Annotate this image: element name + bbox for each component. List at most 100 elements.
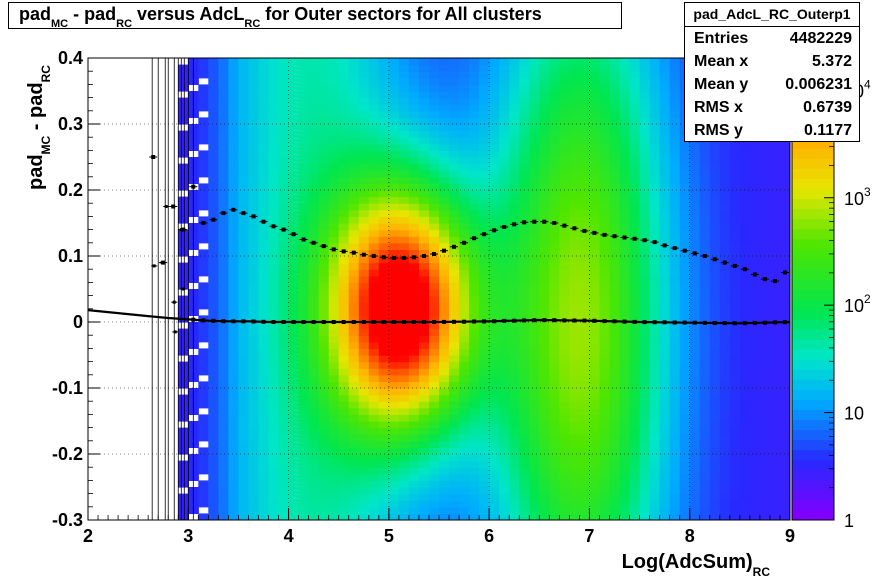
- heatmap-cell: [449, 302, 460, 310]
- heatmap-cell: [388, 71, 400, 79]
- heatmap-cell: [358, 170, 370, 178]
- heatmap-cell: [228, 104, 239, 112]
- heatmap-cell: [288, 440, 300, 448]
- heatmap-cell: [769, 242, 781, 250]
- heatmap-cell: [439, 341, 450, 349]
- heatmap-cell: [298, 394, 310, 402]
- heatmap-cell: [499, 414, 510, 422]
- heatmap-cell: [278, 58, 290, 66]
- heatmap-cell: [769, 394, 781, 402]
- heatmap-cell: [338, 242, 350, 250]
- heatmap-cell: [178, 143, 189, 151]
- heatmap-cell: [469, 117, 480, 125]
- heatmap-cell: [288, 308, 300, 316]
- heatmap-cell: [769, 157, 781, 165]
- heatmap-cell: [489, 249, 500, 257]
- heatmap-cell: [509, 203, 520, 211]
- heatmap-cell: [218, 454, 229, 462]
- heatmap-cell: [539, 361, 550, 369]
- heatmap-cell: [418, 269, 430, 277]
- heatmap-cell: [629, 110, 641, 118]
- mean-profile-point: [712, 321, 717, 325]
- heatmap-cell: [669, 269, 681, 277]
- heatmap-cell: [659, 500, 671, 508]
- heatmap-cell: [338, 110, 350, 118]
- heatmap-cell: [318, 341, 330, 349]
- heatmap-cell: [228, 137, 239, 145]
- heatmap-cell: [759, 190, 771, 198]
- heatmap-cell: [629, 440, 641, 448]
- heatmap-cell: [579, 97, 590, 105]
- heatmap-cell: [278, 322, 290, 330]
- heatmap-cell: [449, 117, 460, 125]
- heatmap-cell: [479, 421, 490, 429]
- heatmap-cell: [408, 427, 420, 435]
- heatmap-cell: [739, 328, 751, 336]
- heatmap-cell: [589, 368, 600, 376]
- heatmap-cell: [238, 150, 249, 158]
- heatmap-cell: [328, 117, 340, 125]
- heatmap-cell: [308, 84, 320, 92]
- heatmap-cell: [539, 183, 550, 191]
- heatmap-cell: [489, 163, 500, 171]
- chart-title: padMC - padRC versus AdcLRC for Outer se…: [19, 4, 542, 28]
- heatmap-cell: [579, 355, 590, 363]
- heatmap-cell: [699, 381, 711, 389]
- heatmap-cell: [439, 58, 450, 66]
- heatmap-cell: [639, 454, 651, 462]
- heatmap-cell: [459, 289, 470, 297]
- heatmap-cell: [539, 440, 550, 448]
- heatmap-cell: [549, 302, 560, 310]
- heatmap-cell: [539, 374, 550, 382]
- heatmap-cell: [479, 487, 490, 495]
- heatmap-cell: [278, 407, 290, 415]
- heatmap-cell: [318, 77, 330, 85]
- heatmap-cell: [619, 388, 631, 396]
- heatmap-cell: [248, 447, 260, 455]
- heatmap-cell: [388, 104, 400, 112]
- heatmap-cell: [509, 216, 520, 224]
- heatmap-cell: [589, 203, 600, 211]
- heatmap-cell: [238, 216, 249, 224]
- heatmap-cell: [459, 454, 470, 462]
- heatmap-cell: [248, 124, 260, 132]
- heatmap-cell: [408, 506, 420, 514]
- heatmap-cell: [429, 361, 440, 369]
- heatmap-cell: [298, 256, 310, 264]
- heatmap-cell: [408, 117, 420, 125]
- heatmap-cell: [749, 242, 761, 250]
- heatmap-cell: [318, 421, 330, 429]
- heatmap-cell: [519, 407, 530, 415]
- heatmap-cell: [699, 150, 711, 158]
- heatmap-cell: [579, 104, 590, 112]
- heatmap-cell: [639, 157, 651, 165]
- heatmap-cell: [348, 170, 360, 178]
- heatmap-cell: [780, 513, 790, 520]
- heatmap-cell: [298, 381, 310, 389]
- heatmap-cell: [248, 454, 260, 462]
- rms-profile-point: [732, 263, 737, 268]
- heatmap-cell: [278, 335, 290, 343]
- heatmap-cell: [268, 269, 280, 277]
- heatmap-cell: [669, 302, 681, 310]
- heatmap-cell: [569, 236, 580, 244]
- heatmap-cell: [278, 249, 290, 257]
- heatmap-cell: [549, 183, 560, 191]
- heatmap-cell: [769, 150, 781, 158]
- heatmap-cell: [218, 203, 229, 211]
- heatmap-cell: [408, 77, 420, 85]
- heatmap-cell: [298, 335, 310, 343]
- heatmap-cell: [559, 440, 570, 448]
- heatmap-cell: [479, 176, 490, 184]
- heatmap-cell: [479, 500, 490, 508]
- heatmap-cell: [429, 242, 440, 250]
- heatmap-cell: [559, 256, 570, 264]
- heatmap-cell: [719, 394, 731, 402]
- heatmap-cell: [388, 506, 400, 514]
- heatmap-cell: [749, 203, 761, 211]
- heatmap-cell: [609, 249, 621, 257]
- heatmap-cell: [719, 341, 731, 349]
- heatmap-cell: [238, 487, 249, 495]
- heatmap-cell: [589, 401, 600, 409]
- heatmap-cell: [780, 322, 790, 330]
